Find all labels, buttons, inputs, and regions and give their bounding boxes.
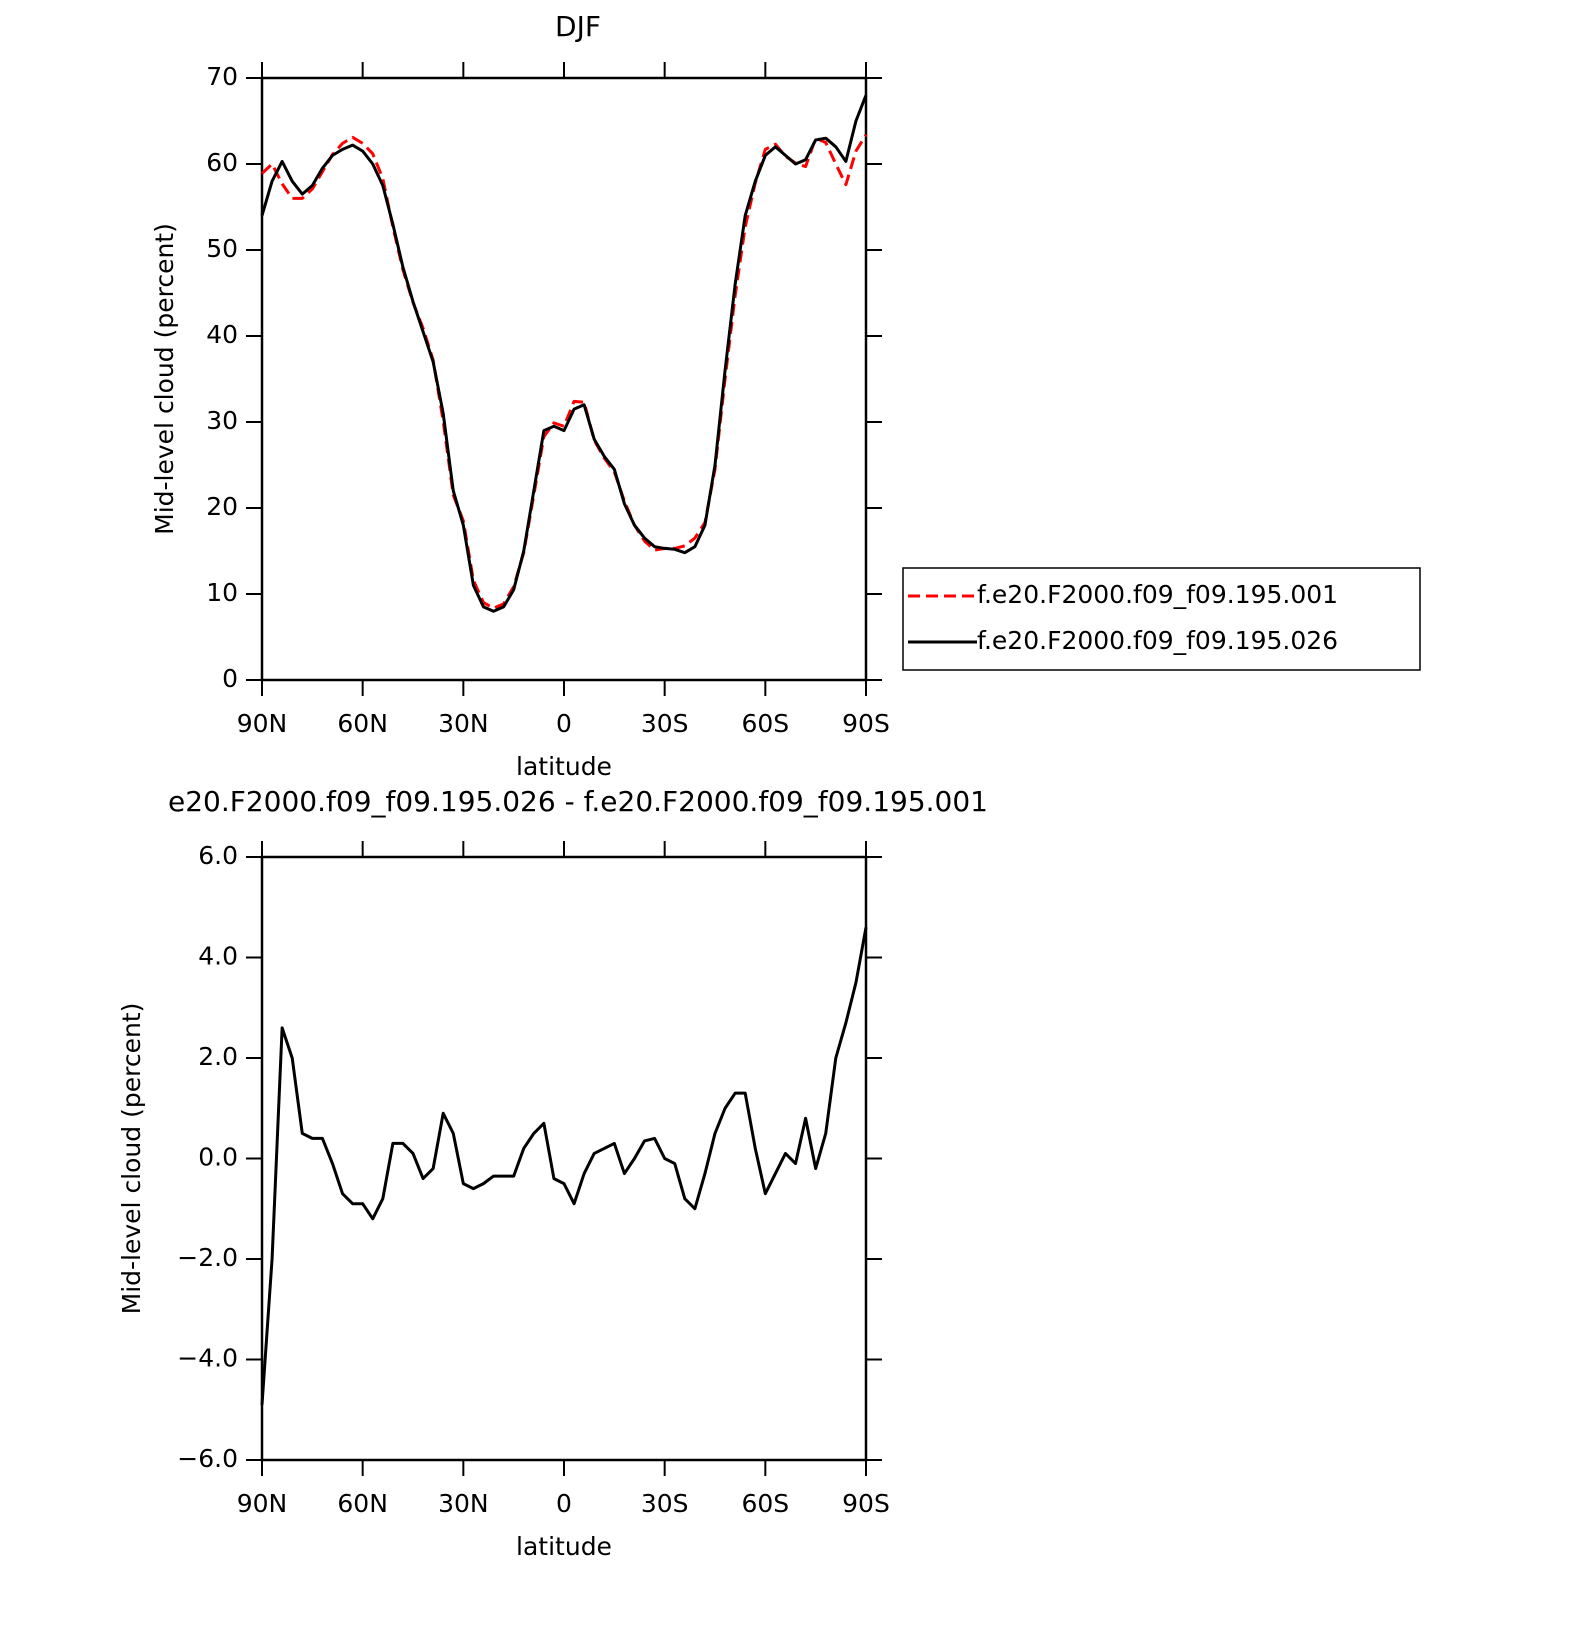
y-tick-label: 20: [206, 492, 238, 521]
x-axis-label: latitude: [516, 752, 612, 781]
y-tick-label: 40: [206, 320, 238, 349]
plot-frame: [260, 855, 868, 1462]
y-tick-label: 0.0: [198, 1143, 238, 1172]
plot-frame: [260, 76, 868, 682]
x-tick-label: 60S: [741, 709, 789, 738]
chart-title: e20.F2000.f09_f09.195.026 - f.e20.F2000.…: [168, 785, 988, 818]
legend-box: [902, 567, 1421, 671]
x-tick-label: 90S: [842, 709, 890, 738]
y-tick-label: 2.0: [198, 1042, 238, 1071]
series-line: [260, 94, 868, 613]
y-tick-label: 6.0: [198, 841, 238, 870]
y-tick-label: −2.0: [177, 1243, 238, 1272]
series-line: [260, 927, 868, 1405]
legend-label: f.e20.F2000.f09_f09.195.026: [977, 626, 1338, 655]
y-axis-label: Mid-level cloud (percent): [150, 223, 179, 535]
y-tick-label: 10: [206, 578, 238, 607]
y-tick-label: 50: [206, 234, 238, 263]
x-tick-label: 60N: [337, 709, 388, 738]
x-tick-label: 30N: [438, 709, 489, 738]
y-tick-label: 60: [206, 148, 238, 177]
x-tick-label: 0: [556, 1489, 572, 1518]
x-tick-label: 90S: [842, 1489, 890, 1518]
legend-label: f.e20.F2000.f09_f09.195.001: [977, 580, 1338, 609]
y-tick-label: 4.0: [198, 942, 238, 971]
series-line: [260, 133, 868, 610]
y-tick-label: −4.0: [177, 1344, 238, 1373]
x-tick-label: 90N: [237, 1489, 288, 1518]
y-tick-label: 0: [222, 664, 238, 693]
chart-title: DJF: [555, 10, 601, 43]
y-tick-label: −6.0: [177, 1444, 238, 1473]
x-tick-label: 90N: [237, 709, 288, 738]
x-tick-label: 30S: [641, 709, 689, 738]
y-axis-label: Mid-level cloud (percent): [117, 1003, 146, 1315]
y-tick-label: 30: [206, 406, 238, 435]
x-tick-label: 60S: [741, 1489, 789, 1518]
x-axis-label: latitude: [516, 1532, 612, 1561]
y-tick-label: 70: [206, 62, 238, 91]
x-tick-label: 30S: [641, 1489, 689, 1518]
x-tick-label: 30N: [438, 1489, 489, 1518]
x-tick-label: 60N: [337, 1489, 388, 1518]
x-tick-label: 0: [556, 709, 572, 738]
